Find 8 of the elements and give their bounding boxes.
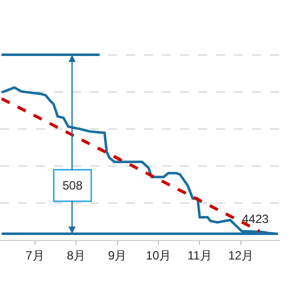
x-tick-label: 9月 bbox=[108, 248, 127, 262]
x-tick-label: 11月 bbox=[187, 248, 212, 262]
annotation: 4423 bbox=[242, 212, 270, 226]
x-tick-label: 8月 bbox=[66, 248, 86, 262]
x-tick-label: 12月 bbox=[228, 248, 254, 262]
x-tick-label: 7月 bbox=[26, 248, 44, 262]
annotation: 508 bbox=[62, 178, 83, 192]
x-tick-label: 10月 bbox=[146, 248, 172, 262]
